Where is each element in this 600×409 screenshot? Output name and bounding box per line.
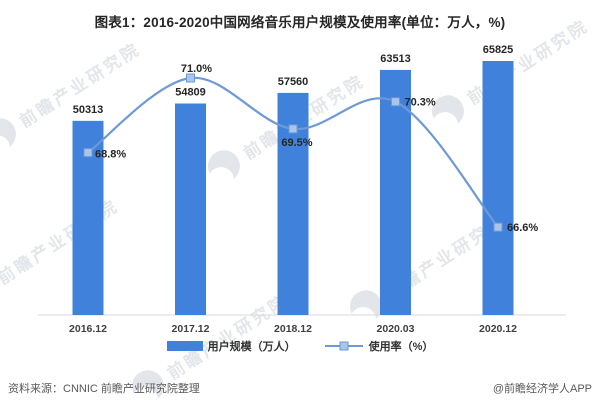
legend-line-label: 使用率（%） (368, 341, 434, 353)
usage-value-label: 69.5% (281, 137, 312, 149)
bar-value-label: 63513 (380, 53, 411, 65)
usage-value-label: 71.0% (181, 63, 212, 75)
line-marker (288, 124, 298, 134)
usage-value-label: 70.3% (405, 97, 436, 109)
bar-value-label: 65825 (483, 44, 514, 56)
line-marker (186, 73, 195, 83)
bar-2017.12 (175, 103, 206, 315)
credit-note: @前瞻经济学人APP (492, 383, 592, 395)
line-marker (391, 97, 400, 107)
footer: 资料来源：CNNIC 前瞻产业研究院整理 @前瞻经济学人APP (8, 380, 592, 396)
legend-bar-swatch (166, 341, 203, 351)
chart-title: 图表1：2016-2020中国网络音乐用户规模及使用率(单位：万人，%) (94, 15, 506, 30)
legend-bar-label: 用户规模（万人） (207, 341, 296, 353)
line-marker (83, 148, 93, 158)
line-marker (493, 222, 503, 232)
source-note: 资料来源：CNNIC 前瞻产业研究院整理 (8, 383, 200, 395)
usage-value-label: 68.8% (95, 149, 126, 161)
bar-value-label: 50313 (73, 104, 104, 116)
usage-value-label: 66.6% (507, 222, 538, 234)
x-axis-label: 2016.12 (69, 323, 107, 335)
legend-line-icon (324, 341, 363, 351)
bar-value-label: 57560 (278, 76, 309, 88)
bar-value-label: 54809 (175, 87, 206, 99)
legend-item-line: 使用率（%） (324, 338, 434, 354)
chart-plot-area: 50313 2016.12 54809 2017.12 57560 2018.12 6351… (38, 44, 566, 335)
x-axis-label: 2017.12 (172, 323, 210, 335)
bar-2020.03 (380, 69, 411, 315)
x-axis-label: 2020.12 (479, 323, 517, 335)
legend-item-bar: 用户规模（万人） (166, 338, 296, 354)
x-axis-label: 2018.12 (274, 323, 312, 335)
legend: 用户规模（万人） 使用率（%） (0, 338, 600, 354)
bar-2020.12 (482, 61, 514, 315)
legend-line-marker (339, 341, 349, 351)
x-axis-label: 2020.03 (377, 323, 415, 335)
